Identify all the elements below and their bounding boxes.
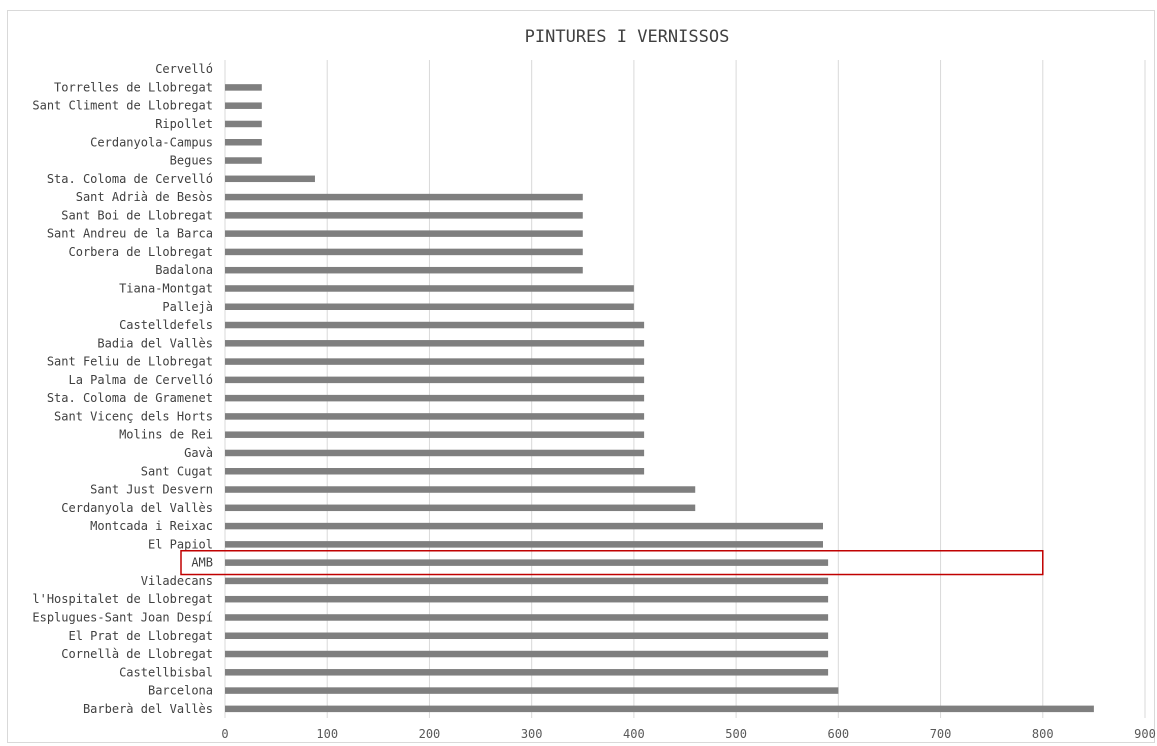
- bar-castelldefels: [225, 321, 645, 329]
- bar-torrelles-de-llobregat: [225, 84, 262, 91]
- bar-sta-coloma-de-cervello: [225, 175, 315, 183]
- bar-sant-climent-de-llobregat: [225, 102, 262, 109]
- category-label-sant-just-desvern: Sant Just Desvern: [90, 483, 213, 497]
- bar-corbera-de-llobregat: [225, 248, 583, 256]
- bar-sant-adria-de-besos: [225, 193, 583, 201]
- bars: [225, 84, 1094, 713]
- category-label-sant-adria-de-besos: Sant Adrià de Besòs: [76, 190, 213, 204]
- bar-sant-vicenc-dels-horts: [225, 413, 645, 420]
- bar-badia-del-valles: [225, 340, 645, 347]
- category-label-viladecans: Viladecans: [141, 574, 213, 588]
- bar-molins-de-rei: [225, 431, 645, 438]
- category-label-gava: Gavà: [184, 446, 213, 460]
- category-label-sant-climent-de-llobregat: Sant Climent de Llobregat: [32, 99, 213, 113]
- category-label-sant-andreu-de-la-barca: Sant Andreu de la Barca: [47, 227, 213, 241]
- bar-castellbisbal: [225, 669, 829, 676]
- bar-sant-boi-de-llobregat: [225, 212, 583, 219]
- x-tick-label-600: 600: [827, 727, 849, 741]
- bar-sant-just-desvern: [225, 486, 696, 493]
- category-label-sta-coloma-de-gramenet: Sta. Coloma de Gramenet: [47, 391, 213, 405]
- bar-cerdanyola-del-valles: [225, 504, 696, 512]
- bar-tiana-montgat: [225, 285, 634, 292]
- category-label-sta-coloma-de-cervello: Sta. Coloma de Cervelló: [47, 172, 213, 186]
- chart-frame: [7, 10, 1155, 743]
- bar-cornella-de-llobregat: [225, 650, 829, 658]
- bar-el-papiol: [225, 541, 823, 548]
- category-label-el-papiol: El Papiol: [148, 537, 213, 551]
- category-label-barbera-del-valles: Barberà del Vallès: [83, 702, 213, 716]
- category-label-esplugues-sant-joan-despi: Esplugues-Sant Joan Despí: [32, 610, 213, 624]
- bar-gava: [225, 449, 645, 457]
- bar-begues: [225, 157, 262, 164]
- bar-esplugues-sant-joan-despi: [225, 614, 829, 621]
- bar-badalona: [225, 266, 583, 274]
- category-label-castellbisbal: Castellbisbal: [119, 665, 213, 679]
- x-tick-label-800: 800: [1032, 727, 1054, 741]
- gridlines: [224, 60, 1146, 718]
- category-label-cervello: Cervelló: [155, 62, 213, 76]
- bar-palleja: [225, 303, 634, 310]
- category-label-cerdanyola-del-valles: Cerdanyola del Vallès: [61, 501, 213, 515]
- category-label-tiana-montgat: Tiana-Montgat: [119, 281, 213, 295]
- bar-viladecans: [225, 577, 829, 585]
- x-tick-label-100: 100: [316, 727, 338, 741]
- bar-el-prat-de-llobregat: [225, 632, 829, 639]
- category-label-amb: AMB: [191, 556, 213, 570]
- category-label-cornella-de-llobregat: Cornellà de Llobregat: [61, 647, 213, 661]
- category-label-badalona: Badalona: [155, 263, 213, 277]
- bar-amb: [225, 559, 829, 566]
- category-label-ripollet: Ripollet: [155, 117, 213, 131]
- chart-title: PINTURES I VERNISSOS: [525, 27, 730, 47]
- highlight-box: [180, 550, 1044, 576]
- category-label-palleja: Pallejà: [162, 300, 213, 314]
- x-tick-label-0: 0: [221, 727, 228, 741]
- category-label-barcelona: Barcelona: [148, 684, 213, 698]
- category-label-l-hospitalet-de-llobregat: l'Hospitalet de Llobregat: [32, 592, 213, 606]
- bar-la-palma-de-cervello: [225, 376, 645, 384]
- category-label-badia-del-valles: Badia del Vallès: [97, 336, 213, 350]
- category-label-sant-vicenc-dels-horts: Sant Vicenç dels Horts: [54, 409, 213, 423]
- category-label-la-palma-de-cervello: La Palma de Cervelló: [69, 373, 214, 387]
- x-tick-label-700: 700: [930, 727, 952, 741]
- x-tick-labels: 0 100 200 300 400 500 600 700 800 900: [221, 727, 1155, 741]
- category-label-corbera-de-llobregat: Corbera de Llobregat: [69, 245, 214, 259]
- bar-barbera-del-valles: [225, 705, 1094, 713]
- category-label-el-prat-de-llobregat: El Prat de Llobregat: [69, 629, 214, 643]
- category-label-sant-cugat: Sant Cugat: [141, 464, 213, 478]
- x-tick-label-300: 300: [521, 727, 543, 741]
- bar-sant-andreu-de-la-barca: [225, 230, 583, 237]
- bar-sta-coloma-de-gramenet: [225, 394, 645, 402]
- x-tick-label-900: 900: [1134, 727, 1156, 741]
- category-label-torrelles-de-llobregat: Torrelles de Llobregat: [54, 80, 213, 94]
- x-tick-label-400: 400: [623, 727, 645, 741]
- highlight-layer: [180, 550, 1044, 576]
- bar-sant-feliu-de-llobregat: [225, 358, 645, 365]
- category-label-sant-boi-de-llobregat: Sant Boi de Llobregat: [61, 208, 213, 222]
- bar-montcada-i-reixac: [225, 522, 823, 530]
- category-label-castelldefels: Castelldefels: [119, 318, 213, 332]
- category-label-cerdanyola-campus: Cerdanyola-Campus: [90, 135, 213, 149]
- x-tick-label-500: 500: [725, 727, 747, 741]
- category-label-sant-feliu-de-llobregat: Sant Feliu de Llobregat: [47, 355, 213, 369]
- bar-ripollet: [225, 120, 262, 128]
- x-tick-label-200: 200: [419, 727, 441, 741]
- category-labels: Cervelló Torrelles de Llobregat Sant Clime…: [32, 62, 213, 716]
- category-label-molins-de-rei: Molins de Rei: [119, 428, 213, 442]
- bar-cerdanyola-campus: [225, 139, 262, 146]
- category-label-montcada-i-reixac: Montcada i Reixac: [90, 519, 213, 533]
- bar-sant-cugat: [225, 468, 645, 475]
- bar-l-hospitalet-de-llobregat: [225, 595, 829, 603]
- category-label-begues: Begues: [170, 154, 213, 168]
- bar-barcelona: [225, 687, 839, 694]
